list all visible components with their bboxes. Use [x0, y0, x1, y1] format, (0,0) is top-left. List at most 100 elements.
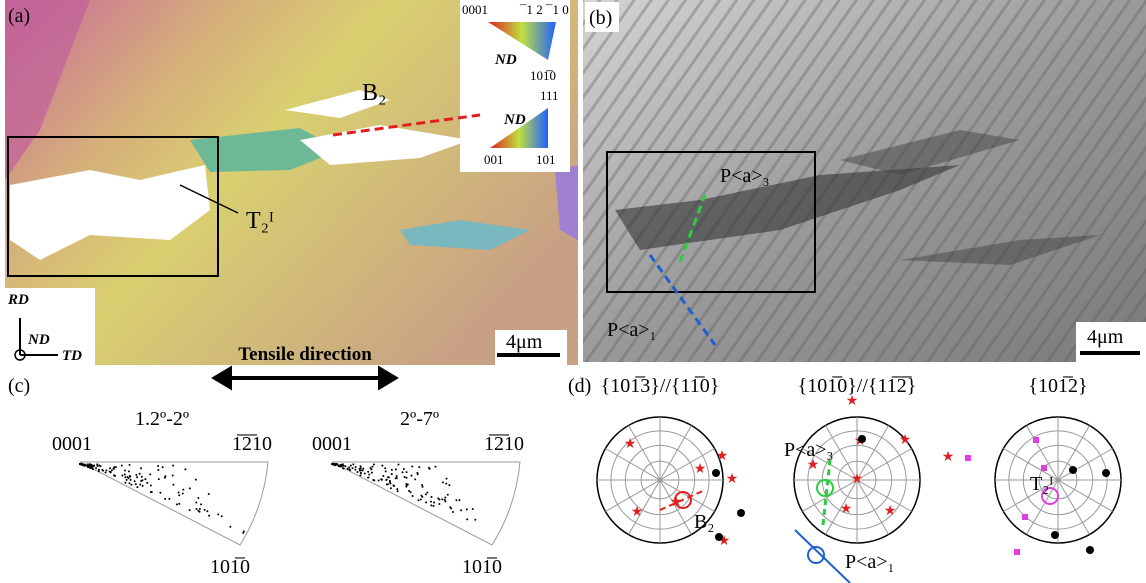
orientation-dot: [334, 463, 337, 466]
pole-ring: [1041, 487, 1059, 505]
orientation-dot: [371, 465, 374, 468]
orientation-dot: [426, 491, 429, 494]
orientation-dot: [446, 493, 449, 496]
orientation-dot: [394, 468, 397, 471]
orientation-dot: [444, 500, 447, 503]
axis-label: RD: [7, 292, 29, 308]
pole-star: ★: [942, 450, 955, 465]
pole-grid: [802, 448, 912, 512]
orientation-dot: [129, 478, 132, 481]
twin-region: [10, 165, 210, 260]
twin-region: [300, 125, 470, 165]
orientation-dot: [149, 484, 152, 487]
orientation-dot: [359, 471, 362, 474]
orientation-dot: [337, 464, 340, 467]
orientation-dot: [79, 463, 82, 465]
orientation-dot: [340, 463, 343, 466]
orientation-dot: [381, 464, 384, 467]
ipf-corner: ¯1 2 ¯1 0: [519, 2, 569, 17]
orientation-dot: [425, 501, 428, 504]
orientation-dot: [136, 486, 139, 489]
orientation-dot: [450, 507, 453, 510]
twin-region: [190, 128, 340, 172]
plot-title: {101̅3}//{11̅0}: [601, 375, 720, 397]
orientation-dot: [157, 468, 160, 471]
orientation-dot: [207, 492, 210, 495]
orientation-dot: [401, 471, 404, 474]
orientation-dot: [195, 508, 198, 511]
pole-star: ★: [899, 433, 912, 448]
twin-region: [400, 220, 530, 250]
orientation-dot: [444, 496, 447, 499]
orientation-dot: [341, 463, 344, 466]
trace-label: P<a>₁: [607, 319, 657, 341]
orientation-dot: [458, 499, 461, 502]
orientation-dot: [368, 473, 371, 476]
orientation-dot: [171, 474, 174, 477]
orientation-dot: [354, 468, 357, 471]
orientation-dot: [460, 509, 463, 512]
ipf-corner: 111: [540, 88, 559, 103]
orientation-dot: [384, 467, 387, 470]
panel-c: (c) 1.2º-2º 0001 1̅2̅10 101̅0 2º-7º 0001…: [8, 375, 524, 578]
scale-label: 4μm: [506, 331, 543, 353]
inset-frame: [606, 151, 816, 293]
orientation-dot: [390, 473, 393, 476]
panel-b: (b) P<a>₃ P<a>₁ 4μm: [583, 0, 1146, 362]
scale-box: [1076, 322, 1146, 362]
orientation-dot: [200, 503, 203, 506]
ipf-corner: 001: [484, 152, 504, 167]
orientation-dot: [342, 467, 345, 470]
orientation-dot: [172, 464, 175, 467]
panel-label: (c): [8, 375, 30, 397]
pole-ring: [674, 491, 692, 509]
orientation-dot: [178, 494, 181, 497]
direction-label: Tensile direction: [238, 344, 372, 365]
orientation-dot: [217, 513, 220, 516]
orientation-dot: [358, 469, 361, 472]
ipf-key: [490, 108, 548, 148]
orientation-dot: [175, 503, 178, 506]
orientation-dot: [140, 467, 143, 470]
orientation-dot: [363, 472, 366, 475]
pole-square: [965, 455, 971, 461]
orientation-dot: [387, 476, 390, 479]
orientation-dot: [417, 499, 420, 502]
orientation-dot: [452, 511, 455, 514]
orientation-dot: [91, 468, 94, 471]
axis-label: TD: [62, 348, 82, 364]
orientation-dot: [124, 476, 127, 479]
orientation-dot: [389, 482, 392, 485]
ipf-corner: 101̅0: [462, 556, 502, 578]
orientation-dot: [188, 487, 191, 490]
orientation-dot: [396, 490, 399, 493]
ipf-corner: 0001: [312, 433, 352, 455]
orientation-dot: [159, 491, 162, 494]
orientation-dot: [385, 478, 388, 481]
ipf-triangle: [331, 461, 521, 546]
orientation-dot: [471, 508, 474, 511]
ipf-corner: 101̅0: [210, 556, 250, 578]
orientation-dot: [432, 505, 435, 508]
orientation-dot: [385, 483, 388, 486]
inset-frame: [7, 136, 219, 277]
orientation-dot: [344, 465, 347, 468]
orientation-dot: [414, 478, 417, 481]
ipf-triangle: [79, 461, 269, 546]
orientation-dot: [359, 465, 362, 468]
pole-ring: [816, 479, 834, 497]
orientation-dot: [354, 465, 357, 468]
orientation-dot: [120, 464, 123, 467]
orientation-dot: [390, 468, 393, 471]
nd-symbol: [14, 349, 26, 361]
label-box: [585, 2, 619, 32]
twin-region: [285, 90, 390, 118]
pole-label: B₂: [694, 511, 714, 533]
panel-label: (b): [589, 7, 612, 29]
orientation-dot: [410, 474, 413, 477]
orientation-dot: [443, 498, 446, 501]
orientation-dot: [178, 502, 181, 505]
pole-star: ★: [624, 437, 637, 452]
orientation-dot: [377, 479, 380, 482]
orientation-dot: [367, 476, 370, 479]
